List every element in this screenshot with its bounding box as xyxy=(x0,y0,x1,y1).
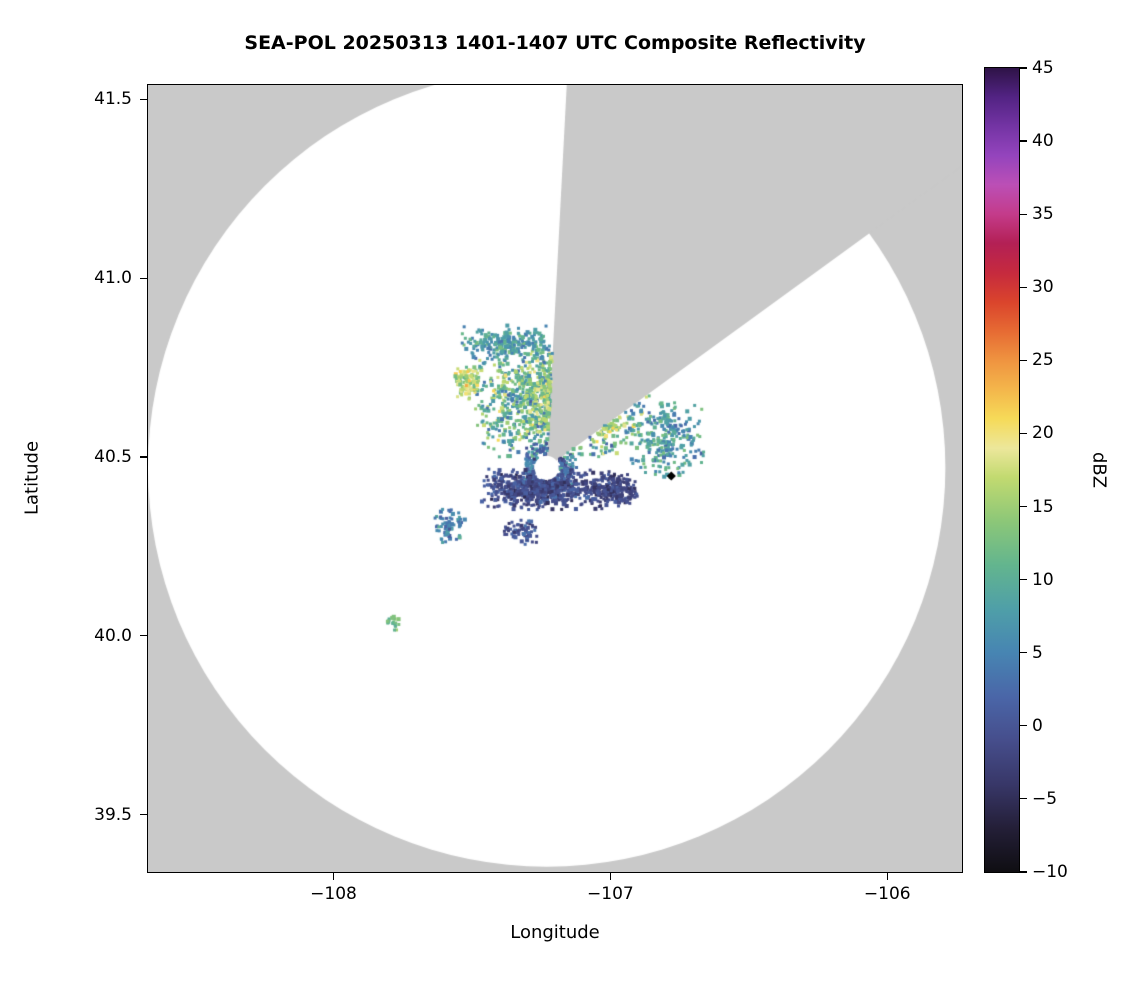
colorbar-tick-mark xyxy=(1020,579,1027,581)
colorbar-tick-mark xyxy=(1020,652,1027,654)
colorbar-tick-label: 25 xyxy=(1032,350,1054,371)
colorbar-tick-label: 15 xyxy=(1032,496,1054,517)
colorbar-tick-label: 35 xyxy=(1032,204,1054,225)
x-tick-label: −108 xyxy=(310,884,357,904)
y-tick-label: 41.0 xyxy=(94,268,132,289)
y-tick-label: 40.5 xyxy=(94,447,132,468)
radar-plot-canvas xyxy=(147,84,963,873)
colorbar-tick-mark xyxy=(1020,725,1027,727)
colorbar-tick-mark xyxy=(1020,505,1027,508)
colorbar-tick-mark xyxy=(1020,140,1027,142)
colorbar-tick-label: 10 xyxy=(1032,569,1054,590)
chart-title: SEA-POL 20250313 1401-1407 UTC Composite… xyxy=(244,32,866,54)
colorbar-tick-label: −5 xyxy=(1032,788,1058,809)
x-axis-label: Longitude xyxy=(510,922,600,943)
colorbar-tick-mark xyxy=(1020,67,1027,69)
x-tick-mark xyxy=(332,873,335,880)
colorbar-tick-mark xyxy=(1020,286,1027,288)
colorbar-tick-mark xyxy=(1020,359,1027,361)
y-tick-label: 41.5 xyxy=(94,89,132,110)
y-tick-mark xyxy=(140,456,147,458)
x-tick-label: −106 xyxy=(863,884,911,904)
colorbar xyxy=(984,67,1020,873)
colorbar-tick-mark xyxy=(1020,871,1027,873)
colorbar-tick-label: 5 xyxy=(1032,642,1043,663)
y-tick-mark xyxy=(140,814,147,816)
colorbar-label: dBZ xyxy=(1088,451,1110,489)
colorbar-tick-label: −10 xyxy=(1032,862,1068,882)
x-tick-label: −107 xyxy=(587,884,634,904)
colorbar-tick-label: 30 xyxy=(1032,277,1054,298)
colorbar-tick-mark xyxy=(1020,432,1027,435)
colorbar-tick-label: 20 xyxy=(1032,423,1054,444)
colorbar-tick-label: 45 xyxy=(1032,58,1054,78)
colorbar-tick-label: 0 xyxy=(1032,715,1043,736)
colorbar-tick-label: 40 xyxy=(1032,131,1054,152)
y-tick-mark xyxy=(140,98,147,100)
y-tick-mark xyxy=(140,277,147,279)
colorbar-tick-mark xyxy=(1020,798,1027,800)
x-tick-mark xyxy=(609,873,611,880)
y-tick-mark xyxy=(140,635,147,637)
y-tick-label: 40.0 xyxy=(94,625,132,646)
x-tick-mark xyxy=(886,873,888,880)
colorbar-tick-mark xyxy=(1020,213,1027,215)
y-axis-label: Latitude xyxy=(21,440,43,516)
y-tick-label: 39.5 xyxy=(94,804,132,825)
